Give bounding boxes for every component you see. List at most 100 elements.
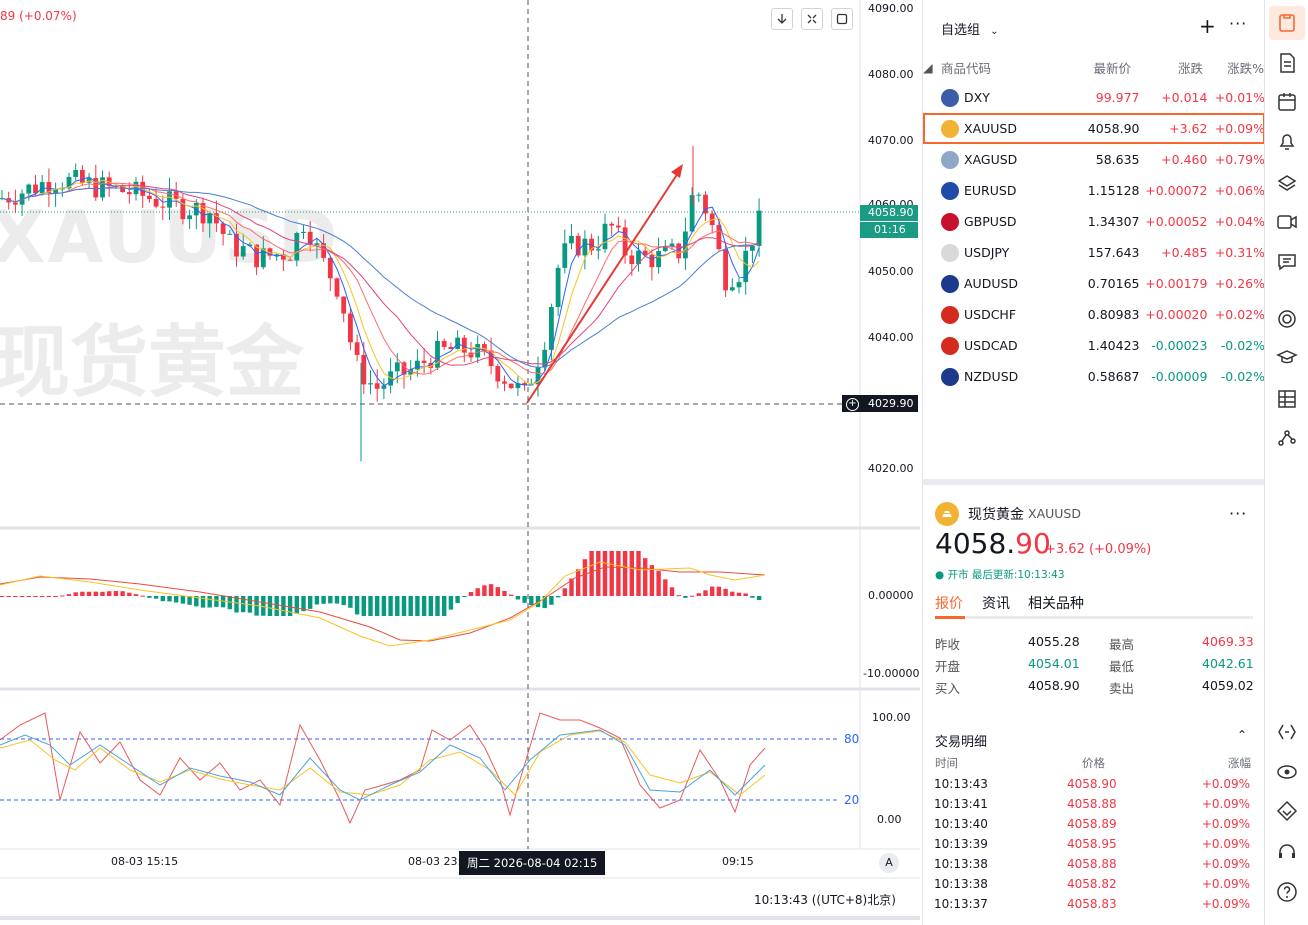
macd-bar — [401, 596, 407, 616]
trade-price: 4058.88 — [1067, 857, 1117, 871]
chat-icon[interactable] — [1275, 250, 1299, 274]
candle-body — [669, 243, 675, 247]
chart-area[interactable]: XAUUSD 现货黄金 89 (+0.07%) 4090.00 4080.00 … — [0, 0, 920, 925]
broker-icon[interactable] — [1275, 799, 1299, 823]
watchlist-row[interactable]: GBPUSD 1.34307 +0.00052 +0.04% — [923, 206, 1265, 237]
watchlist-symbol: USDCAD — [964, 338, 1018, 353]
candle-body — [334, 278, 340, 297]
ask-value: 4059.02 — [1202, 678, 1254, 693]
watchlist-row[interactable]: DXY 99.977 +0.014 +0.01% — [923, 82, 1265, 113]
macd-bar — [736, 592, 742, 596]
header-symbol[interactable]: 商品代码 — [941, 60, 992, 76]
watchlist-icon[interactable] — [1275, 11, 1299, 35]
macd-bar — [60, 595, 65, 597]
watchlist-row[interactable]: AUDUSD 0.70165 +0.00179 +0.26% — [923, 268, 1265, 299]
notes-icon[interactable] — [1275, 51, 1299, 75]
watchlist-title[interactable]: 自选组 ⌄ — [941, 19, 999, 38]
help-icon[interactable] — [1275, 880, 1299, 904]
trades-header-price: 价格 — [1082, 756, 1105, 770]
candle-body — [200, 202, 206, 224]
target-icon[interactable] — [1275, 307, 1299, 331]
ideas-icon[interactable] — [1275, 760, 1299, 784]
alerts-icon[interactable] — [1275, 129, 1299, 153]
x-tick: 08-03 15:15 — [111, 855, 179, 868]
macd-bar — [643, 558, 648, 596]
candle-body — [147, 195, 152, 199]
panel-divider[interactable] — [922, 479, 1264, 485]
macd-bar — [636, 551, 641, 596]
trade-price: 4058.90 — [1067, 777, 1117, 791]
candle-body — [743, 250, 749, 283]
tab-news[interactable]: 资讯 — [982, 596, 1010, 612]
video-icon[interactable] — [1275, 210, 1299, 234]
macd-bar — [482, 585, 487, 596]
tab-quote[interactable]: 报价 — [935, 596, 963, 612]
candle-body — [287, 259, 293, 261]
brackets-icon[interactable] — [1275, 720, 1299, 744]
trade-change: +0.09% — [1201, 797, 1250, 811]
candle-body — [281, 254, 286, 260]
tab-active-indicator — [935, 616, 965, 619]
education-icon[interactable] — [1275, 346, 1299, 370]
candle-body — [522, 383, 527, 385]
price-chart-canvas[interactable] — [0, 0, 920, 925]
macd-bar — [629, 551, 634, 596]
add-symbol-icon[interactable]: + — [1199, 14, 1216, 38]
flag-icon — [941, 119, 959, 138]
market-status: ● 开市 最后更新:10:13:43 — [935, 569, 1065, 581]
macd-bar — [113, 591, 119, 596]
more-icon[interactable]: ··· — [1229, 14, 1248, 33]
candle-body — [750, 245, 755, 251]
macd-bar — [46, 596, 52, 597]
chevron-up-icon[interactable]: ⌃ — [1237, 728, 1248, 742]
stoch-tick: 100.00 — [872, 711, 911, 724]
candle-body — [39, 182, 45, 194]
macd-bar — [86, 591, 92, 596]
header-pct[interactable]: 涨跌% — [1227, 60, 1264, 76]
trend-arrow-head — [671, 164, 683, 178]
layers-icon[interactable] — [1275, 172, 1299, 196]
candle-body — [327, 257, 333, 279]
candle-body — [348, 313, 353, 343]
candle-body — [214, 213, 219, 224]
macd-bar — [19, 596, 25, 597]
chevron-down-icon: ⌄ — [990, 26, 999, 37]
candle-body — [153, 198, 159, 207]
watchlist-row[interactable]: USDJPY 157.643 +0.485 +0.31% — [923, 237, 1265, 268]
candle-body — [254, 244, 259, 268]
current-price-tag: 4058.90 — [860, 205, 918, 221]
bid-value: 4058.90 — [1028, 678, 1080, 693]
tab-related[interactable]: 相关品种 — [1028, 596, 1084, 612]
details-more-icon[interactable]: ··· — [1229, 504, 1248, 523]
watchlist-row[interactable]: USDCAD 1.40423 -0.00023 -0.02% — [923, 330, 1265, 361]
watchlist-row[interactable]: NZDUSD 0.58687 -0.00009 -0.02% — [923, 361, 1265, 392]
macd-bar — [328, 596, 333, 604]
arrow-down-icon[interactable] — [771, 8, 793, 30]
fullscreen-icon[interactable] — [831, 8, 853, 30]
collapse-icon[interactable] — [801, 8, 823, 30]
watchlist-row[interactable]: XAUUSD 4058.90 +3.62 +0.09% — [923, 113, 1265, 144]
support-icon[interactable] — [1275, 840, 1299, 864]
watchlist-row[interactable]: EURUSD 1.15128 +0.00072 +0.06% — [923, 175, 1265, 206]
footer-time[interactable]: 10:13:43 ((UTC+8)北京) — [754, 893, 896, 907]
watchlist-row[interactable]: USDCHF 0.80983 +0.00020 +0.02% — [923, 299, 1265, 330]
header-chg[interactable]: 涨跌 — [1177, 60, 1203, 76]
candle-body — [649, 254, 655, 268]
candle-body — [508, 383, 514, 389]
watchlist-row[interactable]: XAGUSD 58.635 +0.460 +0.79% — [923, 144, 1265, 175]
header-last[interactable]: 最新价 — [1093, 60, 1131, 76]
calendar-icon[interactable] — [1275, 90, 1299, 114]
ask-label: 卖出 — [1109, 681, 1135, 696]
macd-bar — [495, 587, 500, 596]
trade-change: +0.09% — [1201, 837, 1250, 851]
collapse-arrow-icon[interactable]: ◢ — [923, 59, 933, 75]
auto-scale-button[interactable]: A — [879, 853, 899, 873]
macd-bar — [515, 596, 521, 600]
trade-change: +0.09% — [1201, 777, 1250, 791]
add-alert-icon[interactable]: + — [846, 398, 859, 411]
network-icon[interactable] — [1275, 426, 1299, 450]
watchlist-percent: -0.02% — [1220, 369, 1265, 384]
macd-bar — [174, 596, 179, 603]
macd-bar — [649, 565, 655, 596]
grid-icon[interactable] — [1275, 387, 1299, 411]
